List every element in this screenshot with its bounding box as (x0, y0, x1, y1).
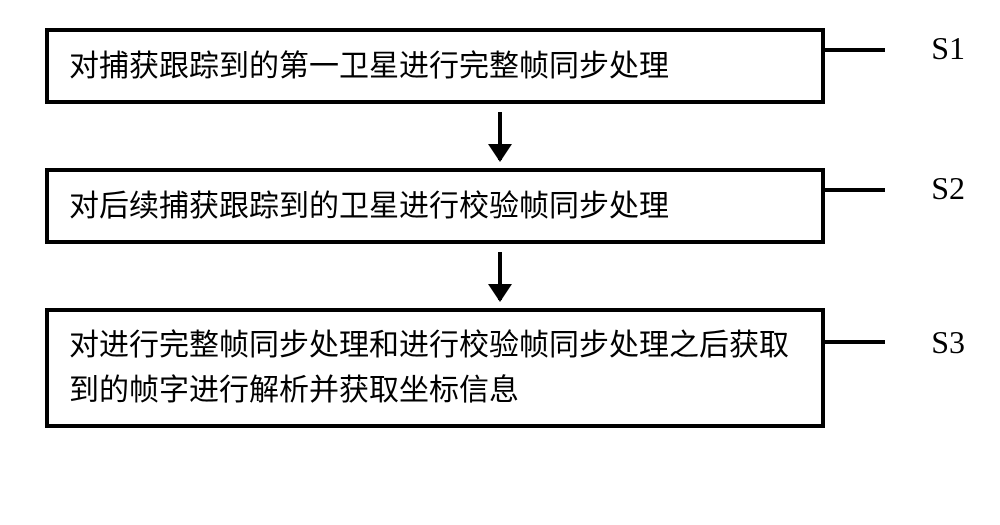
step-box-3: 对进行完整帧同步处理和进行校验帧同步处理之后获取到的帧字进行解析并获取坐标信息 (45, 308, 825, 428)
arrow-head-2 (488, 284, 512, 302)
arrow-line-1 (498, 112, 502, 160)
arrow-head-1 (488, 144, 512, 162)
step-text-3: 对进行完整帧同步处理和进行校验帧同步处理之后获取到的帧字进行解析并获取坐标信息 (69, 323, 801, 413)
step-label-2: S2 (931, 170, 965, 207)
step-text-1: 对捕获跟踪到的第一卫星进行完整帧同步处理 (69, 44, 801, 89)
arrow-1 (110, 104, 890, 168)
arrow-line-2 (498, 252, 502, 300)
step-row-1: 对捕获跟踪到的第一卫星进行完整帧同步处理 S1 (45, 28, 955, 104)
arrow-2 (110, 244, 890, 308)
step-box-1: 对捕获跟踪到的第一卫星进行完整帧同步处理 (45, 28, 825, 104)
step-label-3: S3 (931, 324, 965, 361)
step-text-2: 对后续捕获跟踪到的卫星进行校验帧同步处理 (69, 184, 801, 229)
flowchart-container: 对捕获跟踪到的第一卫星进行完整帧同步处理 S1 对后续捕获跟踪到的卫星进行校验帧… (45, 28, 955, 428)
step-row-2: 对后续捕获跟踪到的卫星进行校验帧同步处理 S2 (45, 168, 955, 244)
step-box-2: 对后续捕获跟踪到的卫星进行校验帧同步处理 (45, 168, 825, 244)
step-row-3: 对进行完整帧同步处理和进行校验帧同步处理之后获取到的帧字进行解析并获取坐标信息 … (45, 308, 955, 428)
step-label-1: S1 (931, 30, 965, 67)
